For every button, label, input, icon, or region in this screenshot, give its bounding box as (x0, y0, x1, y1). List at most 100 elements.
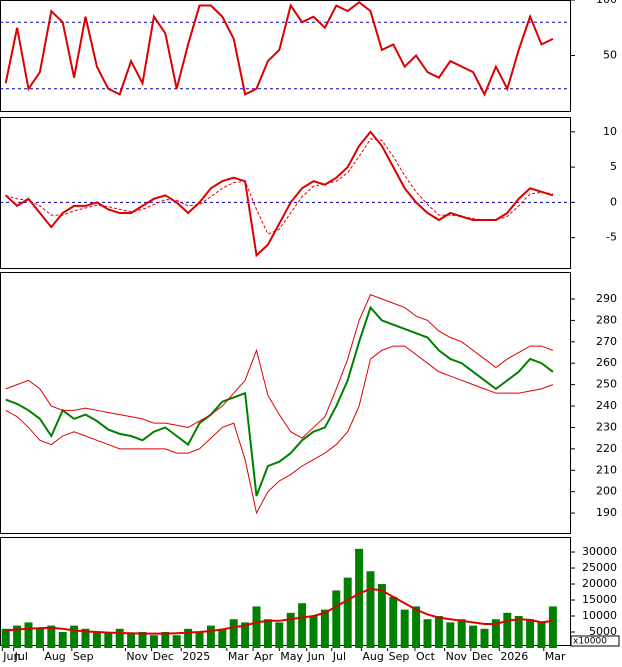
volume-bar (275, 622, 284, 648)
x-tick-label: 2025 (182, 650, 210, 663)
volume-bar (252, 606, 261, 648)
volume-bar (423, 619, 432, 648)
volume-bar (457, 619, 466, 648)
volume-bar (206, 625, 215, 648)
volume-bar (263, 619, 272, 648)
volume-bar (1, 628, 10, 648)
volume-bar (138, 632, 147, 648)
volume-bar (400, 609, 409, 648)
y-tick-label: 230 (596, 420, 617, 433)
volume-bar (343, 577, 352, 648)
volume-bar (503, 612, 512, 648)
panel-frame (0, 537, 571, 646)
series-line (5, 294, 554, 439)
volume-bar (480, 628, 489, 648)
y-tick-label: 270 (596, 335, 617, 348)
volume-bar (184, 628, 193, 648)
unit-label: x10000 (573, 637, 607, 647)
series-line (4, 0, 554, 97)
series-line (5, 345, 554, 515)
volume-bar (13, 625, 22, 648)
volume-bar (241, 622, 250, 648)
y-tick-label: 5 (610, 160, 617, 173)
volume-bar (434, 616, 443, 648)
volume-bar (548, 606, 557, 648)
volume-bar (446, 622, 455, 648)
y-tick-label: 290 (596, 292, 617, 305)
volume-bar (366, 571, 375, 648)
y-tick-label: 190 (596, 506, 617, 519)
volume-bar (229, 619, 238, 648)
x-tick-label: Aug (44, 650, 65, 663)
volume-bar (81, 628, 90, 648)
volume-bar (172, 635, 181, 648)
volume-bar (377, 584, 386, 648)
x-tick-label: Sep (73, 650, 94, 663)
volume-bar (127, 633, 136, 648)
volume-bar (161, 632, 170, 648)
volume-bar (47, 625, 56, 648)
volume-bar (526, 619, 535, 648)
x-tick-label: Oct (416, 650, 436, 663)
volume-bar (104, 632, 113, 648)
x-tick-label: Jun (307, 650, 325, 663)
y-tick-label: 280 (596, 313, 617, 326)
y-tick-label: -5 (606, 231, 617, 244)
panel-frame (0, 117, 571, 269)
volume-bar (537, 622, 546, 648)
y-tick-label: 5000 (589, 625, 617, 638)
volume-bar (149, 635, 158, 648)
x-tick-label: Jul (14, 650, 28, 663)
series-line (5, 305, 554, 497)
y-tick-label: 0 (610, 195, 617, 208)
volume-bar (332, 590, 341, 648)
x-tick-label: Dec (153, 650, 174, 663)
volume-bar (24, 622, 33, 648)
y-tick-label: 15000 (582, 593, 617, 606)
x-tick-label: May (280, 650, 303, 663)
volume-bar (218, 628, 227, 648)
y-tick-label: 210 (596, 463, 617, 476)
x-tick-label: Jun (2, 650, 20, 663)
x-tick-label: Mar (545, 650, 566, 663)
x-tick-label: Apr (254, 650, 274, 663)
volume-bar (389, 596, 398, 648)
y-tick-label: 200 (596, 485, 617, 498)
volume-bar (412, 606, 421, 648)
volume-bar (469, 625, 478, 648)
unit-box (570, 635, 620, 647)
x-tick-label: Mar (228, 650, 249, 663)
volume-bar (286, 612, 295, 648)
y-tick-label: 250 (596, 378, 617, 391)
y-tick-label: 240 (596, 399, 617, 412)
y-tick-label: 25000 (582, 561, 617, 574)
x-tick-label: Aug (362, 650, 383, 663)
volume-bar (514, 616, 523, 648)
volume-bar (115, 628, 124, 648)
x-tick-label: Nov (446, 650, 468, 663)
series-line (5, 130, 554, 258)
series-line (5, 587, 554, 635)
y-tick-label: 50 (603, 49, 617, 62)
volume-bar (491, 619, 500, 648)
panel-frame (0, 272, 571, 534)
y-tick-label: 20000 (582, 577, 617, 590)
x-tick-label: 2026 (500, 650, 528, 663)
y-tick-label: 220 (596, 442, 617, 455)
volume-bar (298, 603, 307, 648)
volume-bar (58, 632, 67, 648)
y-tick-label: 10000 (582, 609, 617, 622)
volume-bar (35, 628, 44, 648)
volume-bar (195, 632, 204, 648)
y-tick-label: 100 (596, 0, 617, 6)
volume-bar (355, 548, 364, 648)
x-tick-label: Jul (332, 650, 346, 663)
volume-bar (309, 616, 318, 648)
x-tick-label: Dec (472, 650, 493, 663)
volume-bar (92, 632, 101, 648)
x-tick-label: Sep (389, 650, 410, 663)
x-tick-label: Nov (126, 650, 148, 663)
y-tick-label: 10 (603, 125, 617, 138)
y-tick-label: 260 (596, 356, 617, 369)
